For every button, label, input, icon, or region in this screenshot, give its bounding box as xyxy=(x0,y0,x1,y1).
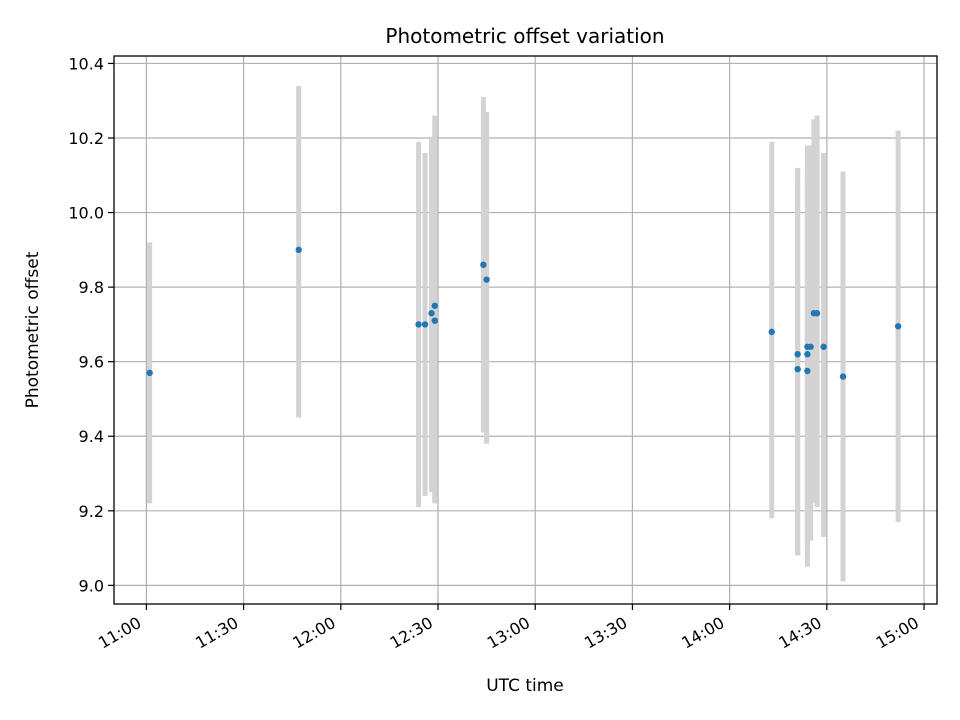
data-point xyxy=(794,365,801,373)
plot-frame xyxy=(113,55,938,605)
data-point xyxy=(295,246,302,254)
data-point xyxy=(794,351,801,358)
chart-title: Photometric offset variation xyxy=(385,24,664,48)
data-point xyxy=(839,373,847,380)
y-tick-label: 10.2 xyxy=(68,129,104,148)
y-tick-label: 9.0 xyxy=(79,576,104,595)
data-point xyxy=(480,261,487,268)
data-point xyxy=(428,310,435,317)
data-point xyxy=(894,323,902,330)
data-point xyxy=(431,317,438,324)
data-point xyxy=(421,321,429,328)
y-tick-label: 9.6 xyxy=(79,353,104,372)
y-tick-label: 9.8 xyxy=(79,278,104,297)
y-tick-label: 9.2 xyxy=(79,502,104,521)
data-point xyxy=(820,343,827,350)
data-point xyxy=(415,321,422,328)
data-point xyxy=(804,367,811,375)
y-axis-ticks: 9.0 9.2 9.4 9.6 9.8 10.0 10.2 10.4 xyxy=(68,54,114,595)
y-tick-label: 10.0 xyxy=(68,204,104,223)
y-axis-label: Photometric offset xyxy=(23,251,43,408)
x-axis-label: UTC time xyxy=(486,676,564,696)
data-point xyxy=(807,343,814,350)
y-tick-label: 10.4 xyxy=(68,54,104,73)
data-point xyxy=(768,328,775,336)
data-point xyxy=(813,310,821,317)
data-point xyxy=(146,369,153,377)
data-points xyxy=(146,246,902,380)
y-tick-label: 9.4 xyxy=(79,427,104,446)
data-point xyxy=(431,302,438,309)
data-point xyxy=(483,276,490,283)
data-point xyxy=(804,351,811,358)
